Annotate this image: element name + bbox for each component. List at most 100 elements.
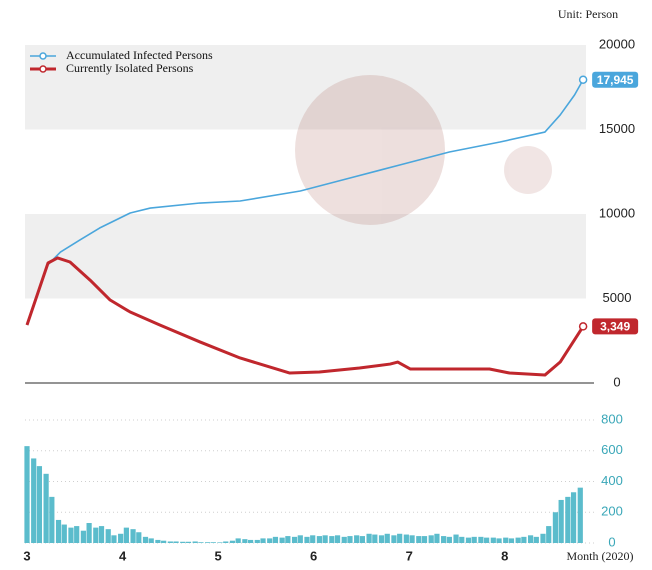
bar xyxy=(509,538,514,543)
bar xyxy=(559,500,564,543)
bar xyxy=(491,538,496,543)
bar xyxy=(441,536,446,543)
bar xyxy=(372,535,377,543)
bar xyxy=(478,537,483,543)
bar xyxy=(24,446,29,543)
bar xyxy=(186,542,191,543)
bar xyxy=(540,534,545,543)
bar xyxy=(466,538,471,543)
bar xyxy=(49,497,54,543)
bar xyxy=(168,541,173,543)
y-tick-label: 5000 xyxy=(603,290,632,305)
bar xyxy=(429,535,434,543)
bar xyxy=(385,534,390,543)
bar xyxy=(74,526,79,543)
x-tick-label: 7 xyxy=(406,548,413,563)
x-tick-label: 4 xyxy=(119,548,127,563)
bar xyxy=(44,474,49,543)
bar xyxy=(422,536,427,543)
bar xyxy=(106,529,111,543)
value-label: 3,349 xyxy=(600,320,630,334)
bar xyxy=(404,535,409,543)
bar xyxy=(528,535,533,543)
bar xyxy=(546,526,551,543)
y-tick-label: 20000 xyxy=(599,36,635,51)
bar xyxy=(534,537,539,543)
bar xyxy=(211,542,216,543)
bar xyxy=(193,541,198,543)
bar xyxy=(409,535,414,543)
end-marker xyxy=(580,323,587,330)
bar xyxy=(434,534,439,543)
bar xyxy=(161,541,166,543)
bar xyxy=(118,534,123,543)
unit-label: Unit: Person xyxy=(558,7,618,21)
bar xyxy=(93,528,98,543)
y-tick-label: 200 xyxy=(601,504,623,519)
bar xyxy=(459,537,464,543)
bar xyxy=(304,537,309,543)
bar xyxy=(230,541,235,543)
bar xyxy=(553,512,558,543)
bar xyxy=(255,540,260,543)
bar xyxy=(354,535,359,543)
bar xyxy=(198,542,203,543)
y-tick-label: 0 xyxy=(608,534,615,549)
bar xyxy=(453,535,458,543)
bar xyxy=(143,537,148,543)
y-tick-label: 15000 xyxy=(599,121,635,136)
bar xyxy=(447,537,452,543)
bar xyxy=(484,538,489,543)
bar xyxy=(267,538,272,543)
bar xyxy=(397,534,402,543)
bar xyxy=(298,535,303,543)
legend-label: Currently Isolated Persons xyxy=(66,61,194,75)
bar xyxy=(285,536,290,543)
bar xyxy=(236,538,241,543)
bar xyxy=(391,535,396,543)
bar xyxy=(155,540,160,543)
x-tick-label: 8 xyxy=(501,548,508,563)
bar xyxy=(335,535,340,543)
bar xyxy=(292,537,297,543)
y-tick-label: 800 xyxy=(601,411,623,426)
bar xyxy=(68,528,73,543)
chart: Unit: Person Month (2020) 0 5000 10000 1500… xyxy=(0,0,652,565)
bar xyxy=(571,492,576,543)
legend-label: Accumulated Infected Persons xyxy=(66,48,213,62)
y-tick-label: 0 xyxy=(613,374,620,389)
virus-body-small xyxy=(504,146,552,194)
x-tick-label: 3 xyxy=(23,548,30,563)
bar xyxy=(99,526,104,543)
bar xyxy=(248,540,253,543)
grid-band xyxy=(25,214,586,299)
bar xyxy=(260,538,265,543)
bar xyxy=(323,535,328,543)
bar xyxy=(87,523,92,543)
bar xyxy=(329,536,334,543)
bar xyxy=(347,536,352,543)
bar xyxy=(280,538,285,543)
virus-body xyxy=(295,75,445,225)
bar xyxy=(223,541,228,543)
x-tick-label: 5 xyxy=(214,548,221,563)
bar xyxy=(124,528,129,543)
x-axis-title: Month (2020) xyxy=(567,549,634,563)
end-marker xyxy=(580,76,587,83)
legend-marker xyxy=(40,66,46,72)
bar xyxy=(578,488,583,543)
bar xyxy=(130,529,135,543)
y-tick-label: 400 xyxy=(601,473,623,488)
bar xyxy=(366,534,371,543)
bar xyxy=(136,532,141,543)
x-tick-label: 6 xyxy=(310,548,317,563)
bar xyxy=(180,542,185,543)
bar xyxy=(242,539,247,543)
bar xyxy=(37,466,42,543)
bar xyxy=(149,538,154,543)
bar xyxy=(416,536,421,543)
y-tick-label: 10000 xyxy=(599,205,635,220)
bar xyxy=(360,536,365,543)
bar xyxy=(310,535,315,543)
bar xyxy=(205,542,210,543)
